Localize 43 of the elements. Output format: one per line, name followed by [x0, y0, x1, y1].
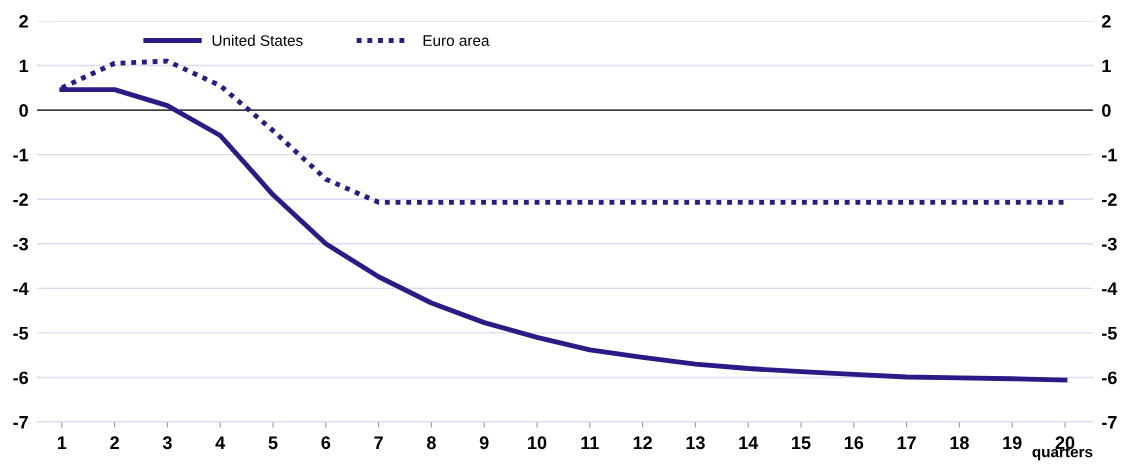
x-tick-label: 8 [426, 436, 436, 450]
x-tick-label: 15 [792, 436, 811, 450]
x-tick-label: 20 [1055, 436, 1075, 450]
x-tick-label: 11 [581, 436, 599, 449]
x-tick-label: 16 [844, 436, 864, 450]
y-tick-label: -5 [13, 327, 29, 340]
legend-label: United States [212, 34, 303, 46]
x-tick-label: 19 [1003, 436, 1022, 450]
y2-tick-label: -3 [1102, 237, 1117, 251]
y2-tick-label: 0 [1102, 104, 1111, 117]
y-tick-label: 2 [19, 14, 28, 28]
y-tick-label: -7 [13, 416, 28, 429]
x-tick-label: 3 [162, 436, 172, 450]
x-tick-label: 9 [479, 436, 489, 450]
y-tick-label: -3 [13, 237, 29, 251]
y-tick-label: 1 [19, 59, 29, 73]
y2-tick-label: -6 [1102, 371, 1117, 385]
y-tick-label: -4 [13, 282, 29, 295]
y-tick-label: 0 [19, 104, 28, 117]
x-tick-label: 14 [739, 436, 759, 449]
x-tick-label: 12 [633, 436, 652, 449]
legend-label: Euro area [423, 35, 490, 46]
y-tick-label: -1 [13, 148, 29, 162]
x-tick-label: 17 [897, 436, 916, 449]
y-tick-label: -2 [13, 193, 28, 206]
x-tick-label: 5 [268, 436, 278, 450]
x-tick-label: 10 [528, 436, 547, 450]
y-tick-label: -6 [13, 371, 29, 385]
x-tick-label: 18 [950, 436, 969, 450]
y2-tick-label: -7 [1102, 416, 1117, 429]
y2-tick-label: -1 [1102, 148, 1117, 162]
y2-tick-label: 1 [1102, 59, 1111, 73]
x-tick-label: 2 [110, 436, 119, 449]
y2-tick-label: -2 [1102, 193, 1117, 206]
x-axis-title: quarters [1032, 447, 1093, 461]
x-tick-label: 1 [57, 436, 67, 449]
x-tick-label: 4 [215, 436, 226, 449]
x-tick-label: 13 [686, 436, 705, 450]
y2-tick-label: -5 [1102, 327, 1117, 340]
y2-tick-label: 2 [1101, 14, 1111, 28]
y2-tick-label: -4 [1102, 282, 1118, 295]
x-tick-label: 7 [374, 436, 383, 449]
x-tick-label: 6 [321, 436, 331, 450]
